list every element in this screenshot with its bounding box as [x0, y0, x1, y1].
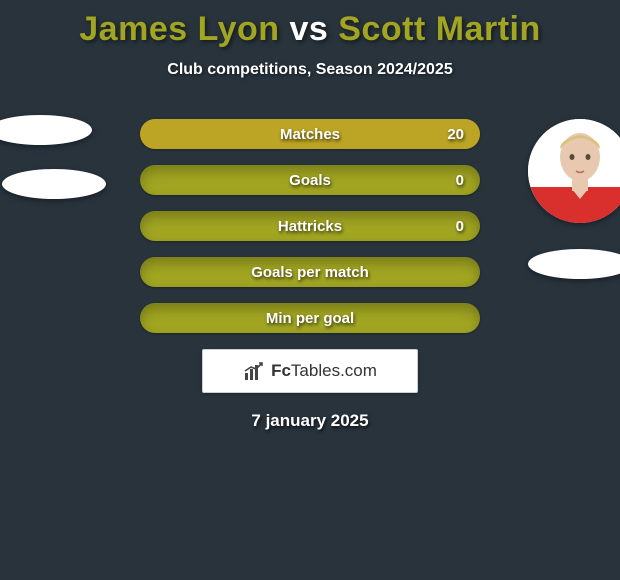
- stat-label: Matches: [140, 119, 480, 149]
- vs-text: vs: [290, 10, 329, 48]
- player1-secondary-placeholder: [2, 169, 106, 199]
- stat-label: Goals: [140, 165, 480, 195]
- player2-name: Scott Martin: [338, 10, 540, 48]
- brand-text: FcTables.com: [271, 361, 377, 381]
- stat-right-value: 0: [456, 165, 464, 195]
- player1-name: James Lyon: [79, 10, 279, 48]
- stat-right-value: 0: [456, 211, 464, 241]
- subtitle: Club competitions, Season 2024/2025: [0, 61, 620, 79]
- player2-secondary-placeholder: [528, 249, 620, 279]
- player1-avatar-placeholder: [0, 115, 92, 145]
- date-text: 7 january 2025: [0, 411, 620, 431]
- stat-row: Goals0: [140, 165, 480, 195]
- stat-row: Goals per match: [140, 257, 480, 287]
- chart-icon: [243, 360, 265, 382]
- stat-row: Matches20: [140, 119, 480, 149]
- fctables-logo: FcTables.com: [202, 349, 418, 393]
- stat-label: Goals per match: [140, 257, 480, 287]
- stat-row: Min per goal: [140, 303, 480, 333]
- stat-label: Hattricks: [140, 211, 480, 241]
- player2-avatar: [528, 119, 620, 223]
- content-area: Matches20Goals0Hattricks0Goals per match…: [0, 119, 620, 431]
- stats-bars: Matches20Goals0Hattricks0Goals per match…: [140, 119, 480, 333]
- stat-right-value: 20: [447, 119, 464, 149]
- stat-row: Hattricks0: [140, 211, 480, 241]
- comparison-title: James Lyon vs Scott Martin: [0, 0, 620, 49]
- player2-photo: [528, 119, 620, 223]
- stat-label: Min per goal: [140, 303, 480, 333]
